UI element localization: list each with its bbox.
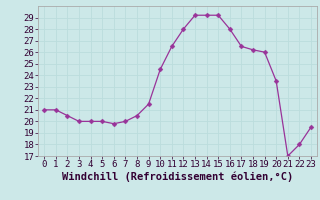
X-axis label: Windchill (Refroidissement éolien,°C): Windchill (Refroidissement éolien,°C): [62, 172, 293, 182]
